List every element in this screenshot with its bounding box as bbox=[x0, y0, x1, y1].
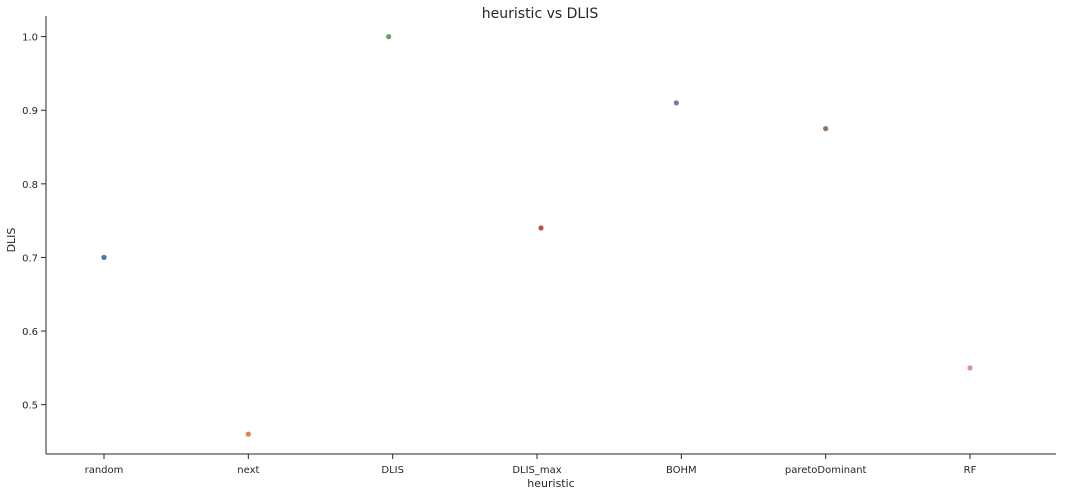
data-point-DLIS_max bbox=[538, 225, 544, 231]
x-tick-label: BOHM bbox=[666, 465, 697, 476]
y-tick-label: 1.0 bbox=[22, 33, 38, 44]
y-tick-label: 0.8 bbox=[22, 180, 38, 191]
data-point-BOHM bbox=[673, 100, 679, 106]
data-points bbox=[101, 34, 973, 437]
x-tick-label: next bbox=[237, 465, 259, 476]
y-tick-label: 0.7 bbox=[22, 253, 38, 264]
x-tick-label: DLIS bbox=[381, 465, 404, 476]
data-point-random bbox=[101, 254, 107, 261]
x-tick-label: random bbox=[85, 465, 124, 476]
y-tick-label: 0.5 bbox=[22, 401, 38, 412]
data-point-RF bbox=[967, 365, 973, 371]
chart-title: heuristic vs DLIS bbox=[482, 6, 599, 22]
plot-area bbox=[45, 16, 1056, 455]
data-point-next bbox=[245, 431, 251, 437]
y-axis-ticks: 0.5 0.6 0.7 0.8 0.9 1.0 bbox=[22, 33, 46, 412]
x-tick-label: RF bbox=[964, 465, 977, 476]
data-point-paretoDominant bbox=[823, 126, 829, 132]
y-tick-label: 0.6 bbox=[22, 327, 38, 338]
x-tick-label: paretoDominant bbox=[785, 465, 867, 476]
y-tick-label: 0.9 bbox=[22, 106, 38, 117]
x-axis-ticks: random next DLIS DLIS_max BOHM paretoDominant… bbox=[85, 454, 977, 476]
x-tick-label: DLIS_max bbox=[512, 465, 561, 476]
y-axis-label: DLIS bbox=[5, 228, 18, 253]
x-axis-label: heuristic bbox=[527, 477, 574, 490]
data-point-DLIS bbox=[386, 34, 392, 40]
